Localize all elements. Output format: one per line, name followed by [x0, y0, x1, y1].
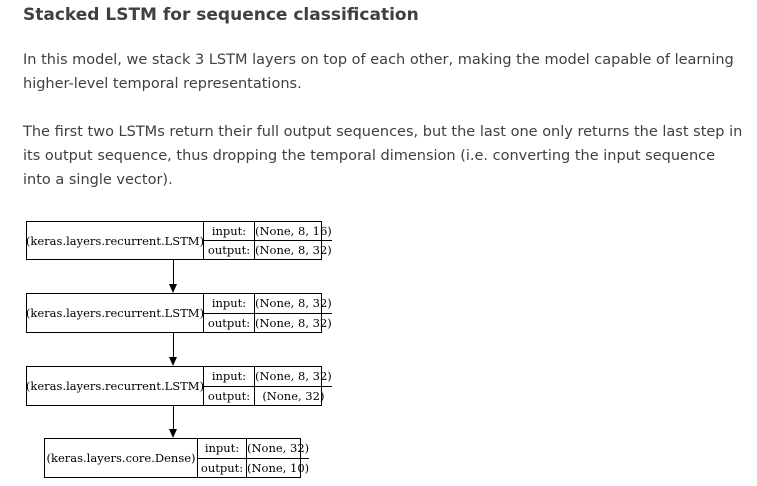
input-shape: (None, 8, 16)	[255, 224, 332, 238]
layer-node: (keras.layers.recurrent.LSTM) input: (No…	[26, 366, 332, 406]
input-label: input:	[204, 367, 255, 386]
detail-paragraph: The first two LSTMs return their full ou…	[23, 124, 743, 188]
layer-node: (keras.layers.recurrent.LSTM) input: (No…	[26, 293, 332, 333]
layer-name: (keras.layers.recurrent.LSTM)	[26, 367, 204, 405]
input-shape: (None, 8, 32)	[255, 369, 332, 384]
output-label: output:	[204, 386, 255, 405]
layer-name: (keras.layers.core.Dense)	[45, 439, 198, 477]
output-label: output:	[198, 458, 247, 477]
input-label: input:	[204, 222, 255, 240]
layer-name: (keras.layers.recurrent.LSTM)	[26, 222, 204, 259]
input-shape: (None, 8, 32)	[255, 296, 332, 311]
layer-name: (keras.layers.recurrent.LSTM)	[26, 294, 204, 332]
output-shape: (None, 10)	[247, 460, 310, 475]
output-label: output:	[204, 241, 255, 259]
input-label: input:	[204, 294, 255, 313]
output-shape: (None, 32)	[262, 388, 325, 403]
output-shape: (None, 8, 32)	[255, 243, 332, 257]
layer-node: (keras.layers.recurrent.LSTM) input: (No…	[26, 221, 332, 260]
connector-arrow	[168, 333, 180, 366]
connector-arrow	[168, 406, 180, 438]
output-shape: (None, 8, 32)	[255, 315, 332, 330]
input-shape: (None, 32)	[247, 441, 310, 456]
connector-arrow	[168, 260, 180, 293]
intro-paragraph: In this model, we stack 3 LSTM layers on…	[23, 52, 734, 92]
layer-node: (keras.layers.core.Dense) input: (None, …	[44, 438, 310, 478]
output-label: output:	[204, 313, 255, 332]
input-label: input:	[198, 439, 247, 458]
section-heading: Stacked LSTM for sequence classification	[23, 5, 419, 25]
